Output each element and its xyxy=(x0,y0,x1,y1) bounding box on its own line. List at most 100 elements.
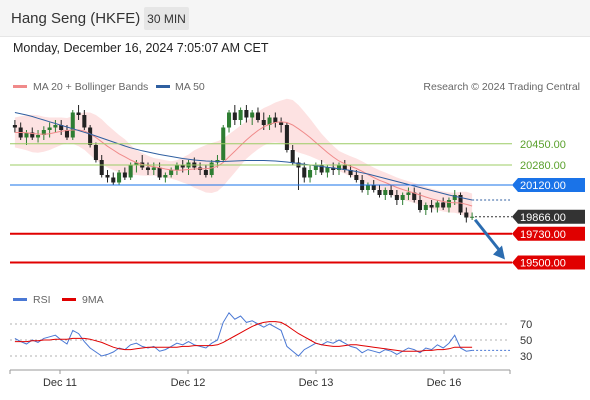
candle-body xyxy=(82,115,87,128)
candle-body xyxy=(371,185,376,190)
candle-body xyxy=(365,185,370,190)
candle-body xyxy=(145,167,151,170)
candle-body xyxy=(325,167,330,173)
projection-arrow-head xyxy=(493,245,505,260)
candle-body xyxy=(290,150,295,163)
instrument-title: Hang Seng (HKFE) xyxy=(11,10,141,27)
x-tick-label: Dec 16 xyxy=(427,377,462,389)
candle-body xyxy=(417,200,423,210)
projection-arrow xyxy=(473,218,504,255)
chart-header: Hang Seng (HKFE) 30 MIN xyxy=(0,0,590,37)
level-label: 20120.00 xyxy=(520,180,566,192)
candle-body xyxy=(302,167,307,178)
rsi-tick-label: 50 xyxy=(520,335,532,347)
rsi-ma-legend-swatch xyxy=(62,298,76,301)
candle-body xyxy=(441,202,446,208)
candle-body xyxy=(47,127,52,130)
level-label-box xyxy=(512,209,585,224)
candle-body xyxy=(64,130,70,138)
rsi-ma-legend-label: 9MA xyxy=(82,294,104,306)
candle-body xyxy=(331,167,336,170)
candle-body xyxy=(59,125,64,130)
level-label: 20280.00 xyxy=(520,160,566,172)
x-tick-label: Dec 11 xyxy=(43,377,77,389)
price-plot xyxy=(12,98,475,223)
rsi-plot: 70 50 30 xyxy=(10,311,532,363)
candle-body xyxy=(12,125,17,128)
candle-body xyxy=(470,216,475,218)
candle-body xyxy=(279,122,284,125)
candle-body xyxy=(464,212,469,218)
candle-body xyxy=(99,160,104,175)
candle-body xyxy=(336,165,342,170)
candle-body xyxy=(24,132,29,138)
candle-body xyxy=(423,205,428,210)
candle-body xyxy=(319,165,324,173)
candle-body xyxy=(227,112,232,128)
rsi-tick-label: 70 xyxy=(520,319,532,331)
candle-body xyxy=(36,135,41,138)
candle-body xyxy=(435,202,440,208)
level-label: 19500.00 xyxy=(520,258,566,270)
candle-body xyxy=(377,190,382,195)
candle-body xyxy=(238,110,243,120)
timeframe-button[interactable]: 30 MIN xyxy=(144,7,189,30)
ma50-line xyxy=(14,112,473,201)
candle-body xyxy=(406,192,411,195)
candle-body xyxy=(273,117,278,123)
candle-body xyxy=(400,195,405,200)
candle-body xyxy=(117,172,122,183)
level-label-box xyxy=(512,226,585,241)
candle-body xyxy=(169,170,174,175)
chart-datetime: Monday, December 16, 2024 7:05:07 AM CET xyxy=(13,41,269,55)
candle-body xyxy=(88,127,93,145)
candle-body xyxy=(429,205,434,208)
candle-body xyxy=(308,170,313,178)
candle-body xyxy=(105,175,110,178)
level-label: 20450.00 xyxy=(520,139,566,151)
candle-body xyxy=(134,162,139,165)
candle-body xyxy=(255,112,260,120)
key-levels: 20450.00 20280.00 20120.00 19866.00 19730.00… xyxy=(10,139,585,270)
candle-body xyxy=(151,167,156,170)
rsi-line xyxy=(14,311,473,357)
candle-body xyxy=(163,175,168,178)
candle-body xyxy=(452,195,457,200)
candle-body xyxy=(250,112,255,118)
candle-body xyxy=(30,132,35,138)
candle-body xyxy=(41,130,46,135)
bollinger-band xyxy=(14,98,473,219)
candle-body xyxy=(128,165,133,178)
candle-body xyxy=(313,165,318,170)
level-label: 19730.00 xyxy=(520,229,566,241)
candle-body xyxy=(157,167,162,178)
candle-body xyxy=(93,145,98,160)
candle-body xyxy=(342,165,347,170)
x-tick-label: Dec 12 xyxy=(171,377,206,389)
ma20-legend-label: MA 20 + Bollinger Bands xyxy=(33,81,148,93)
price-legend: MA 20 + Bollinger Bands MA 50 Research ©… xyxy=(13,81,580,93)
x-tick-label: Dec 13 xyxy=(299,377,334,389)
rsi-legend-swatch xyxy=(13,298,27,301)
rsi-ma-line xyxy=(14,321,473,352)
level-label-box xyxy=(512,178,585,192)
rsi-legend: RSI 9MA xyxy=(13,294,104,306)
candle-body xyxy=(180,165,185,168)
candle-body xyxy=(122,172,127,178)
rsi-legend-label: RSI xyxy=(33,294,51,306)
level-label-box xyxy=(512,255,585,270)
candle-body xyxy=(261,120,266,125)
candle-body xyxy=(111,177,116,183)
candle-body xyxy=(284,125,289,150)
candle-body xyxy=(267,117,272,125)
candle-body xyxy=(232,112,237,120)
ma50-legend-label: MA 50 xyxy=(175,81,205,93)
candle-body xyxy=(203,170,208,175)
candle-body xyxy=(458,195,463,213)
ma20-legend-swatch xyxy=(13,85,27,88)
level-label: 19866.00 xyxy=(520,212,566,224)
candle-body xyxy=(389,190,394,195)
candle-body xyxy=(53,125,58,128)
candle-body xyxy=(412,192,417,200)
